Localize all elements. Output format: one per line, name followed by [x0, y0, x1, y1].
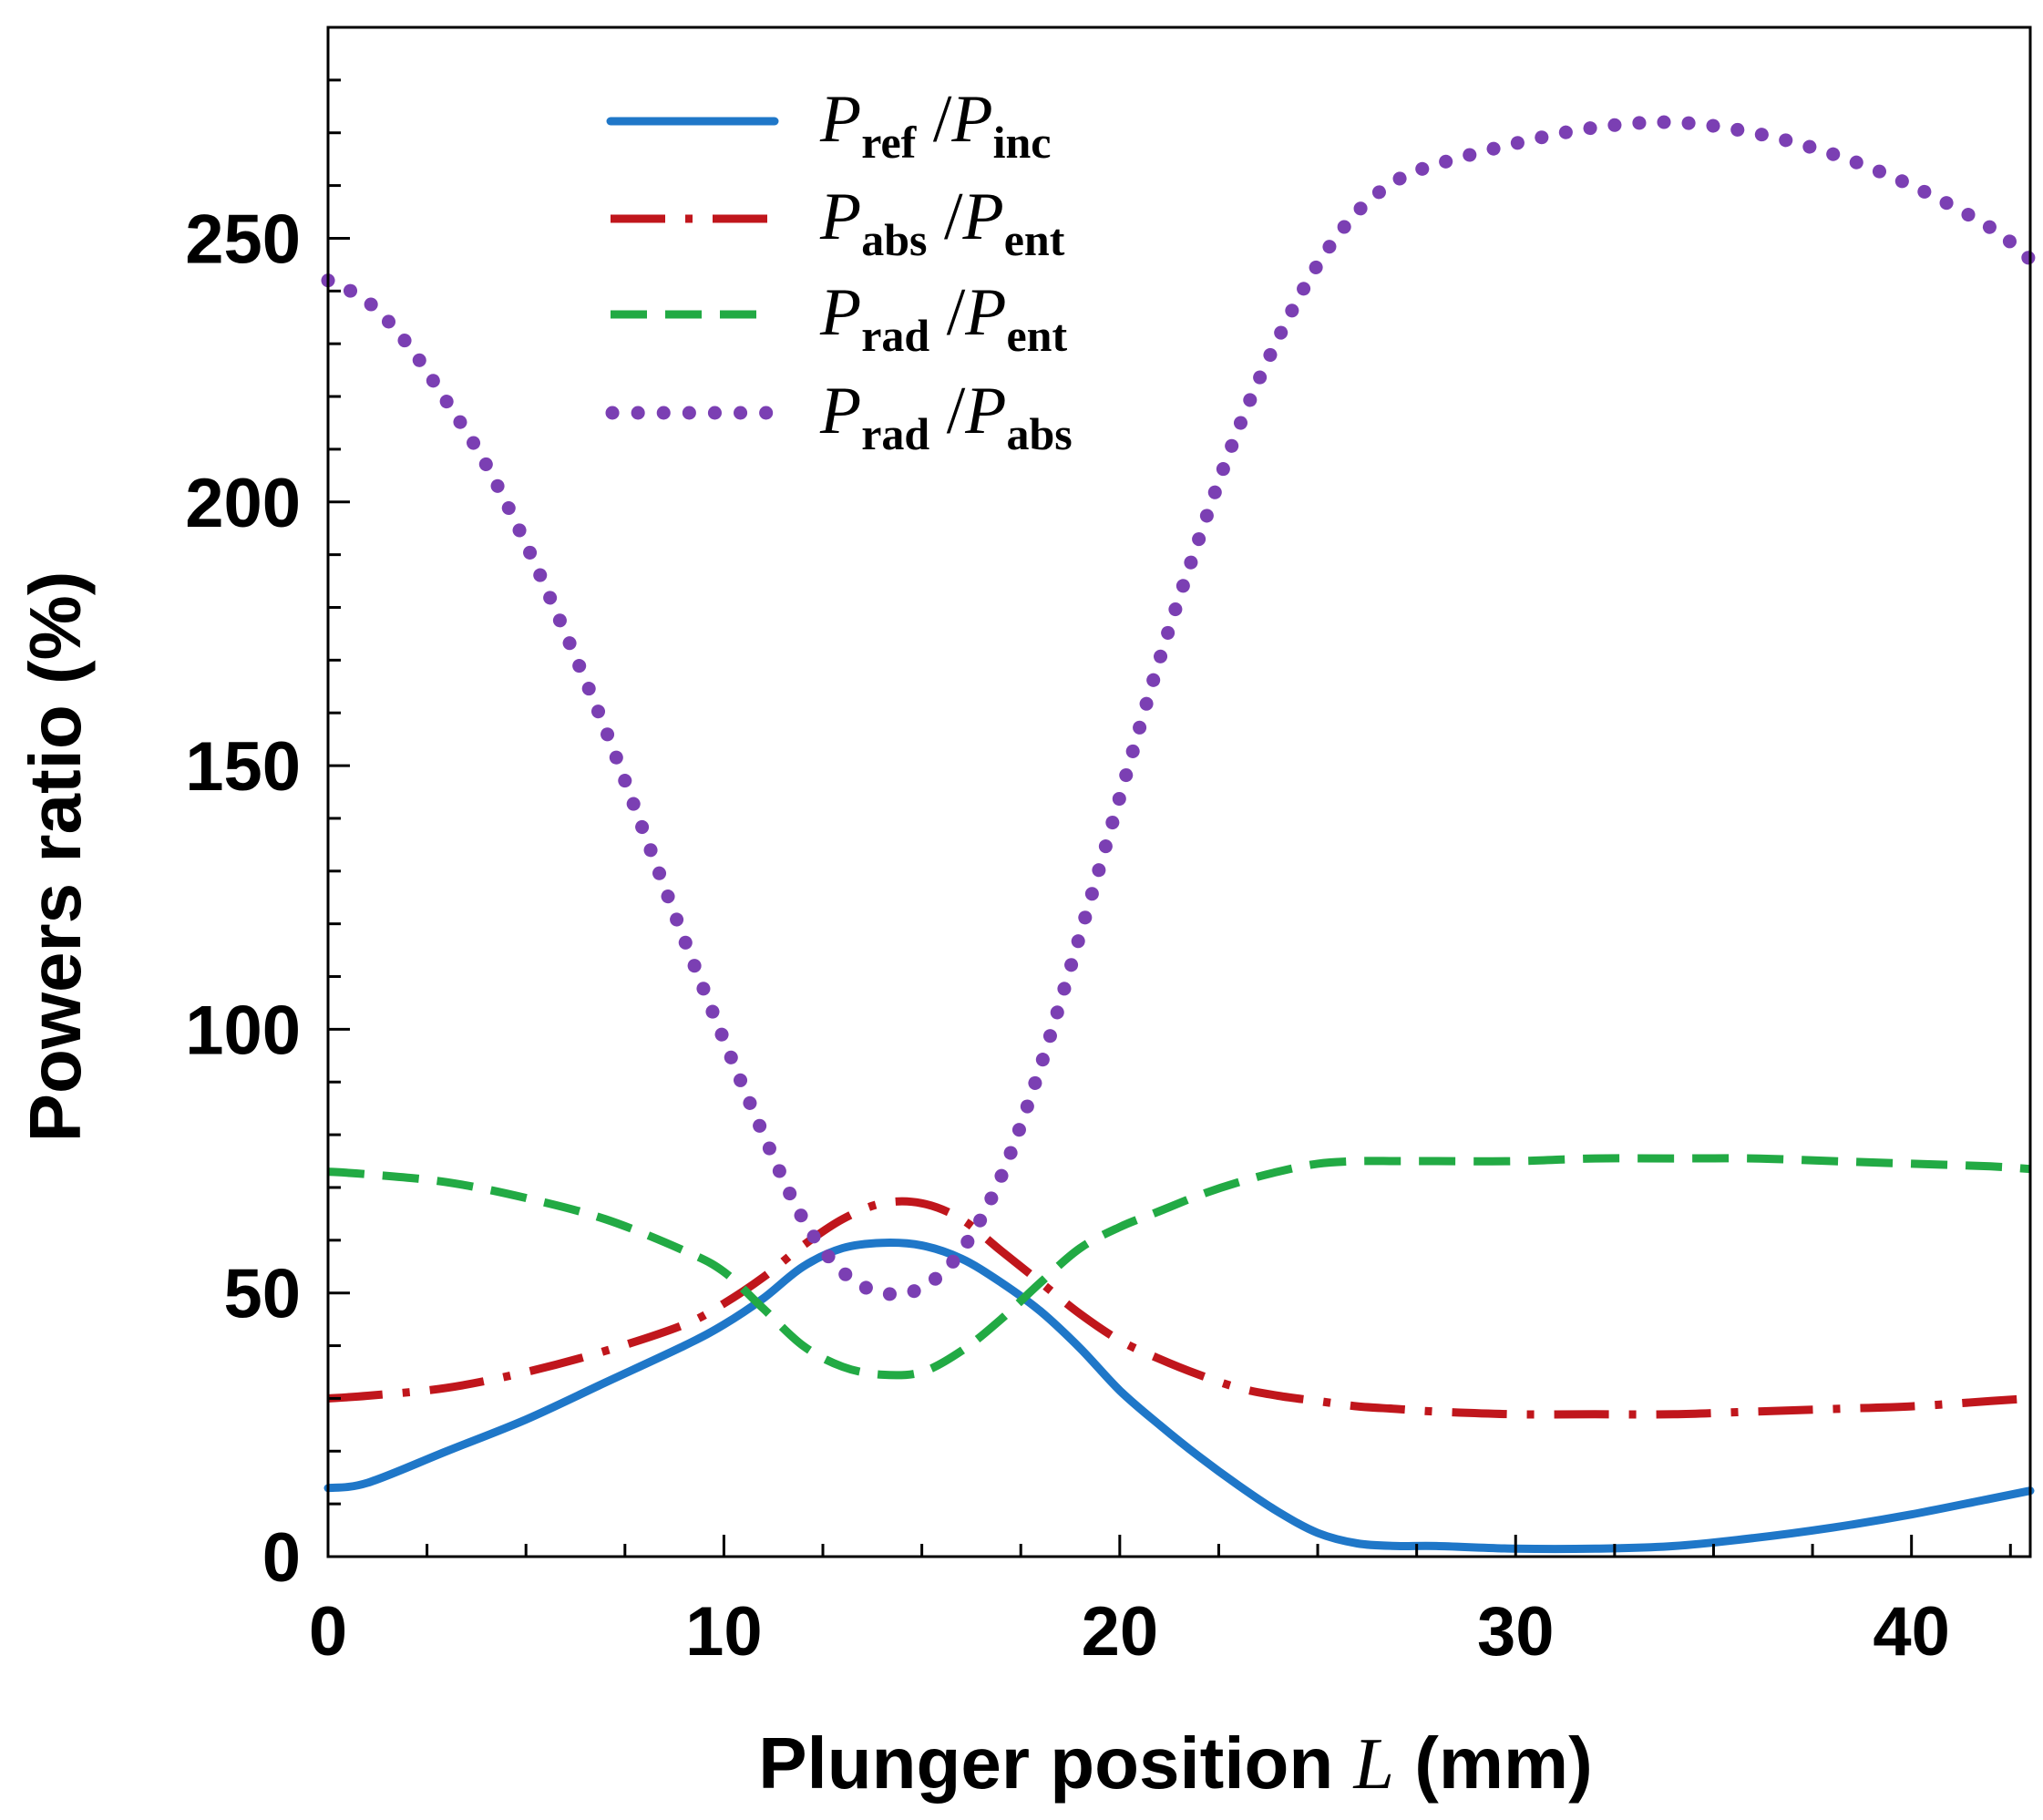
y-tick-label: 50 — [223, 1256, 301, 1333]
y-tick-label: 100 — [185, 992, 301, 1069]
y-tick-label: 150 — [185, 728, 301, 806]
legend: Pref /Pinc Pabs /Pent Prad /Pent Prad /P… — [605, 82, 1073, 459]
legend-entry: Pabs /Pent — [611, 180, 1065, 265]
y-tick-label: 250 — [185, 201, 301, 278]
y-tick-label: 200 — [185, 465, 301, 542]
x-tick-label: 30 — [1477, 1593, 1555, 1671]
series-line-p-abs-p-ent — [327, 1197, 2031, 1419]
plot-frame — [326, 26, 2032, 1558]
legend-entry: Prad /Pent — [611, 275, 1067, 361]
legend-label-ref-inc: Pref /Pinc — [819, 82, 1052, 168]
legend-entry: Prad /Pabs — [605, 374, 1073, 459]
series-line-p-rad-p-ent — [327, 1154, 2031, 1380]
x-tick-label: 20 — [1082, 1593, 1159, 1671]
x-tick-label: 10 — [685, 1593, 763, 1671]
y-axis-title: Powers ratio (%) — [15, 571, 96, 1143]
series-layer — [321, 115, 2038, 1554]
series-line-p-ref-p-inc — [323, 1239, 2035, 1554]
y-tick-label: 0 — [262, 1519, 301, 1597]
legend-label-abs-ent: Pabs /Pent — [819, 180, 1065, 265]
x-axis-title: Plunger position L (mm) — [758, 1722, 1593, 1805]
x-tick-label: 40 — [1873, 1593, 1950, 1671]
ticks-layer: 0 10 20 30 40 0 50 100 150 200 250 — [185, 26, 2012, 1671]
legend-label-rad-ent: Prad /Pent — [819, 275, 1067, 361]
legend-label-rad-abs: Prad /Pabs — [819, 374, 1073, 459]
series-line-p-rad-p-abs — [321, 115, 2038, 1301]
legend-entry: Pref /Pinc — [606, 82, 1052, 168]
x-tick-label: 0 — [309, 1593, 347, 1671]
